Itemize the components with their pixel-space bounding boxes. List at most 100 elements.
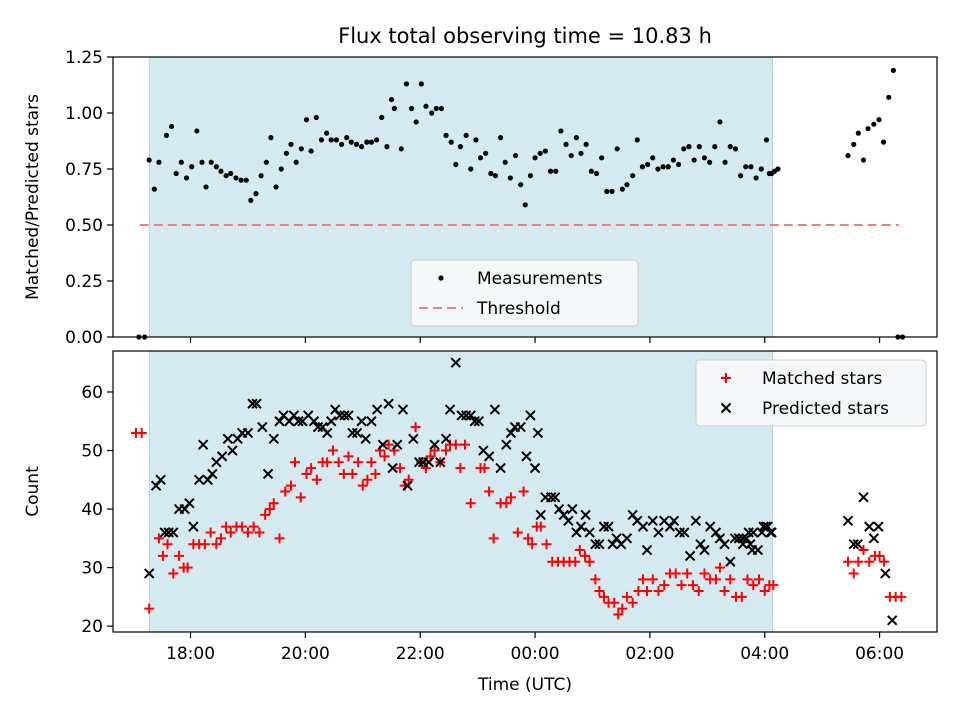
measurement-point (273, 184, 279, 190)
matched-star-point (153, 533, 164, 544)
matched-star-point (280, 486, 291, 497)
matched-star-point (290, 457, 301, 468)
predicted-star-point (733, 533, 745, 544)
predicted-star-point (435, 457, 446, 468)
measurement-point (213, 164, 219, 170)
predicted-star-point (684, 550, 696, 562)
measurement-point (722, 159, 728, 165)
y-tick-label: 1.25 (65, 48, 103, 68)
measurement-point (701, 155, 708, 161)
predicted-star-point (473, 416, 484, 427)
predicted-star-point (575, 521, 587, 532)
matched-star-point (505, 492, 516, 503)
measurement-point (278, 166, 284, 172)
measurement-point (298, 146, 304, 152)
measurement-point (333, 137, 339, 143)
predicted-star-point (444, 404, 456, 415)
predicted-star-point (525, 410, 536, 421)
predicted-star-point (197, 439, 209, 450)
x-tick-label: 00:00 (511, 644, 560, 664)
predicted-star-point (392, 439, 403, 450)
matched-star-point (286, 480, 297, 491)
matched-star-point (594, 586, 605, 597)
measurement-point (403, 81, 410, 87)
measurement-point (568, 152, 574, 159)
measurement-point (423, 103, 429, 109)
predicted-star-point (515, 421, 526, 433)
predicted-star-point (366, 416, 377, 427)
matched-star-point (570, 556, 581, 567)
ratio-panel: 0.00 0.25 0.50 0.75 1.00 1.25 Matched/Predicte… (23, 48, 938, 348)
measurement-point (588, 168, 594, 174)
measurement-point (522, 202, 528, 208)
predicted-star-point (563, 515, 574, 526)
measurement-point (173, 170, 179, 177)
matched-star-point (136, 427, 147, 438)
matched-star-point (580, 550, 591, 561)
matched-star-point (215, 533, 226, 544)
predicted-star-point (868, 533, 880, 544)
predicted-star-point (741, 533, 752, 544)
measurement-point (712, 144, 718, 150)
measurement-point (388, 96, 395, 103)
measurement-point (308, 148, 314, 154)
matched-star-point (370, 468, 381, 479)
measurement-point (644, 161, 651, 168)
measurement-point (433, 105, 439, 112)
measurement-point (686, 144, 692, 150)
predicted-star-point (371, 404, 383, 415)
y-tick-label: 40 (81, 500, 103, 520)
predicted-star-point (274, 416, 285, 427)
measurement-point (634, 137, 640, 143)
measurement-point (775, 166, 781, 172)
measurement-point (183, 175, 190, 181)
predicted-star-point (469, 416, 480, 427)
matched-star-point (535, 521, 546, 532)
measurement-point (413, 119, 419, 125)
matched-star-point (182, 562, 193, 573)
matched-star-point (512, 527, 523, 538)
measurement-point (758, 166, 764, 172)
matched-star-point (858, 545, 869, 556)
matched-star-point (725, 574, 736, 585)
measurement-point (748, 164, 754, 170)
measurement-point (845, 152, 851, 159)
measurement-point (324, 130, 330, 136)
predicted-star-point (402, 480, 413, 491)
predicted-star-point (207, 468, 218, 480)
measurement-point (492, 173, 499, 179)
predicted-star-point (545, 492, 557, 503)
matched-star-point (450, 439, 461, 450)
x-tick-label: 22:00 (396, 644, 445, 664)
measurement-point (871, 121, 877, 127)
matched-star-point (254, 527, 265, 538)
predicted-star-point (729, 533, 741, 544)
measurement-point (313, 114, 319, 121)
predicted-star-point (408, 433, 419, 445)
legend-matched-marker (721, 373, 731, 383)
y-tick-label: 0.00 (65, 328, 103, 348)
matched-star-point (682, 568, 693, 579)
predicted-star-point (567, 503, 578, 515)
predicted-star-point (603, 521, 614, 532)
predicted-star-point (864, 521, 875, 532)
measurement-point (660, 164, 666, 170)
matched-star-point (379, 451, 390, 462)
axes-frame (112, 56, 938, 338)
predicted-star-point (159, 527, 170, 538)
predicted-star-point (719, 538, 730, 550)
measurement-point (163, 132, 170, 138)
matched-star-point (710, 574, 721, 585)
predicted-star-point (360, 433, 371, 445)
matched-star-point (366, 457, 377, 468)
measurement-point (448, 139, 454, 145)
x-tick-label: 04:00 (740, 644, 789, 664)
predicted-star-point (887, 615, 898, 626)
y-tick-label: 60 (81, 383, 103, 403)
matched-star-point (541, 539, 552, 550)
measurement-point (732, 146, 739, 152)
predicted-star-point (766, 527, 777, 538)
observing-window-shade (148, 350, 773, 633)
matched-star-point (633, 586, 644, 597)
predicted-star-point (695, 538, 706, 550)
